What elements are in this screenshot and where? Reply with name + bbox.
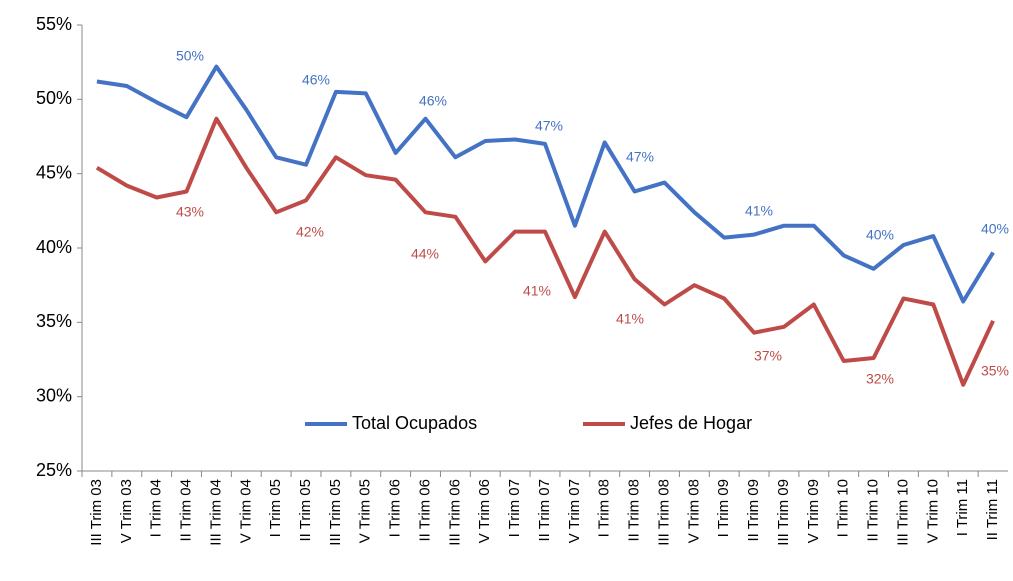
- x-tick-label: V Trim 09: [805, 479, 822, 543]
- x-tick-label: II Trim 09: [745, 479, 762, 542]
- annotation: 37%: [754, 348, 782, 364]
- x-tick-label: I Trim 10: [835, 479, 852, 537]
- line-series: [95, 116, 995, 387]
- x-tick-label: I Trim 05: [267, 479, 284, 537]
- x-tick-label: V Trim 07: [566, 479, 583, 543]
- x-tick-label: II Trim 07: [536, 479, 553, 542]
- x-tick-label: III Trim 03: [88, 479, 105, 546]
- x-tick-label: V Trim 05: [357, 479, 374, 543]
- x-tick-label: II Trim 08: [626, 479, 643, 542]
- annotation: 42%: [296, 224, 324, 240]
- x-tick-label: II Trim 10: [865, 479, 882, 542]
- y-tick-label: 30%: [36, 385, 72, 405]
- x-tick-label: III Trim 05: [327, 479, 344, 546]
- annotation: 46%: [419, 93, 447, 109]
- x-tick-label: V Trim 10: [924, 479, 941, 543]
- annotation: 41%: [745, 203, 773, 219]
- legend-label: Total Ocupados: [352, 413, 477, 433]
- annotation: 47%: [626, 149, 654, 165]
- annotation: 47%: [535, 118, 563, 134]
- annotation: 41%: [523, 283, 551, 299]
- y-tick-label: 40%: [36, 237, 72, 257]
- x-tick-label: III Trim 08: [655, 479, 672, 546]
- annotation: 50%: [176, 48, 204, 64]
- x-tick-label: III Trim 06: [446, 479, 463, 546]
- y-tick-label: 50%: [36, 88, 72, 108]
- x-tick-label: I Trim 04: [148, 479, 165, 537]
- annotation: 40%: [981, 221, 1009, 237]
- y-tick-label: 45%: [36, 162, 72, 182]
- x-tick-label: V Trim 08: [685, 479, 702, 543]
- annotation: 32%: [866, 371, 894, 387]
- legend-label: Jefes de Hogar: [630, 413, 752, 433]
- x-tick-label: V Trim 04: [237, 479, 254, 543]
- x-tick-label: III Trim 04: [207, 479, 224, 546]
- annotation: 46%: [302, 72, 330, 88]
- x-tick-label: III Trim 10: [894, 479, 911, 546]
- x-tick-label: I Trim 11: [954, 479, 971, 536]
- y-tick-label: 25%: [36, 460, 72, 480]
- x-tick-label: V Trim 06: [476, 479, 493, 543]
- annotation: 40%: [866, 227, 894, 243]
- x-tick-label: I Trim 07: [506, 479, 523, 537]
- annotation: 41%: [616, 311, 644, 327]
- annotation: 43%: [176, 204, 204, 220]
- annotation: 35%: [981, 363, 1009, 379]
- x-tick-label: III Trim 09: [775, 479, 792, 546]
- y-tick-label: 55%: [36, 14, 72, 34]
- y-tick-label: 35%: [36, 311, 72, 331]
- x-tick-label: II Trim 11: [984, 479, 1001, 540]
- x-tick-label: V Trim 03: [118, 479, 135, 543]
- line-series: [96, 64, 995, 304]
- x-tick-label: I Trim 09: [715, 479, 732, 537]
- x-tick-label: II Trim 04: [178, 479, 195, 542]
- x-tick-label: II Trim 05: [297, 479, 314, 542]
- x-tick-label: I Trim 08: [596, 479, 613, 537]
- x-tick-label: I Trim 06: [387, 479, 404, 537]
- annotation: 44%: [411, 246, 439, 262]
- x-tick-label: II Trim 06: [416, 479, 433, 542]
